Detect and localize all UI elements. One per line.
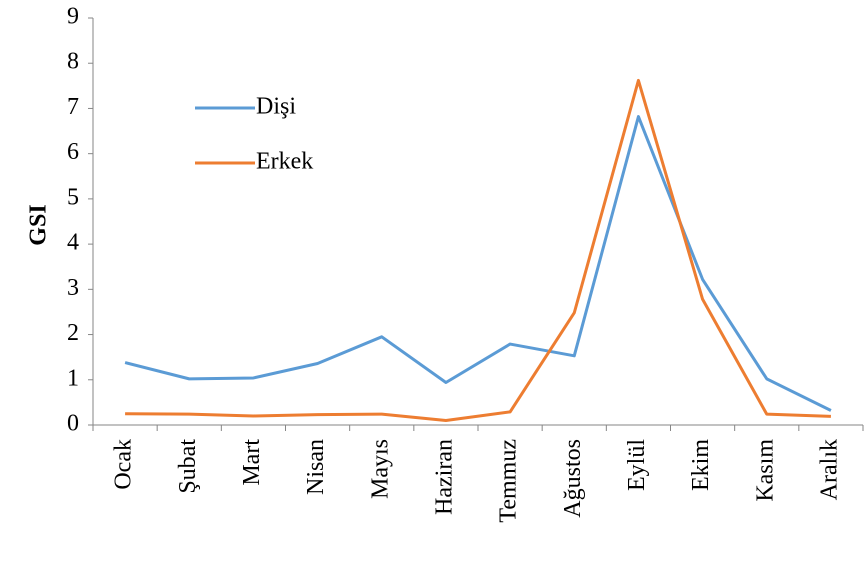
y-tick-label: 3 [67,275,79,301]
x-tick-label: Kasım [752,439,778,502]
x-tick-label: Ağustos [560,439,586,518]
legend-label: Dişi [256,94,296,120]
x-tick-label: Haziran [431,439,457,515]
x-tick-label: Aralık [816,439,842,500]
y-tick-label: 8 [67,49,79,75]
x-tick-label: Temmuz [496,439,522,523]
data-line [125,78,831,422]
x-tick-label: Mart [239,439,265,486]
y-tick-label: 7 [67,94,79,120]
x-tick-label: Ocak [111,439,137,490]
y-tick-label: 4 [67,230,79,256]
data-line [124,115,832,412]
y-tick-label: 6 [67,139,79,165]
y-tick-label: 9 [67,4,79,30]
x-tick-label: Ekim [688,439,714,491]
y-tick-label: 5 [67,184,79,210]
y-axis-label: GSI [26,204,52,245]
x-tick-label: Eylül [624,439,650,491]
y-tick-label: 0 [67,411,79,437]
x-tick-label: Şubat [175,439,201,494]
legend-label: Erkek [256,149,313,175]
y-tick-label: 2 [67,320,79,346]
y-tick-label: 1 [67,365,79,391]
x-tick-label: Mayıs [367,439,393,499]
x-tick-label: Nisan [303,439,329,495]
